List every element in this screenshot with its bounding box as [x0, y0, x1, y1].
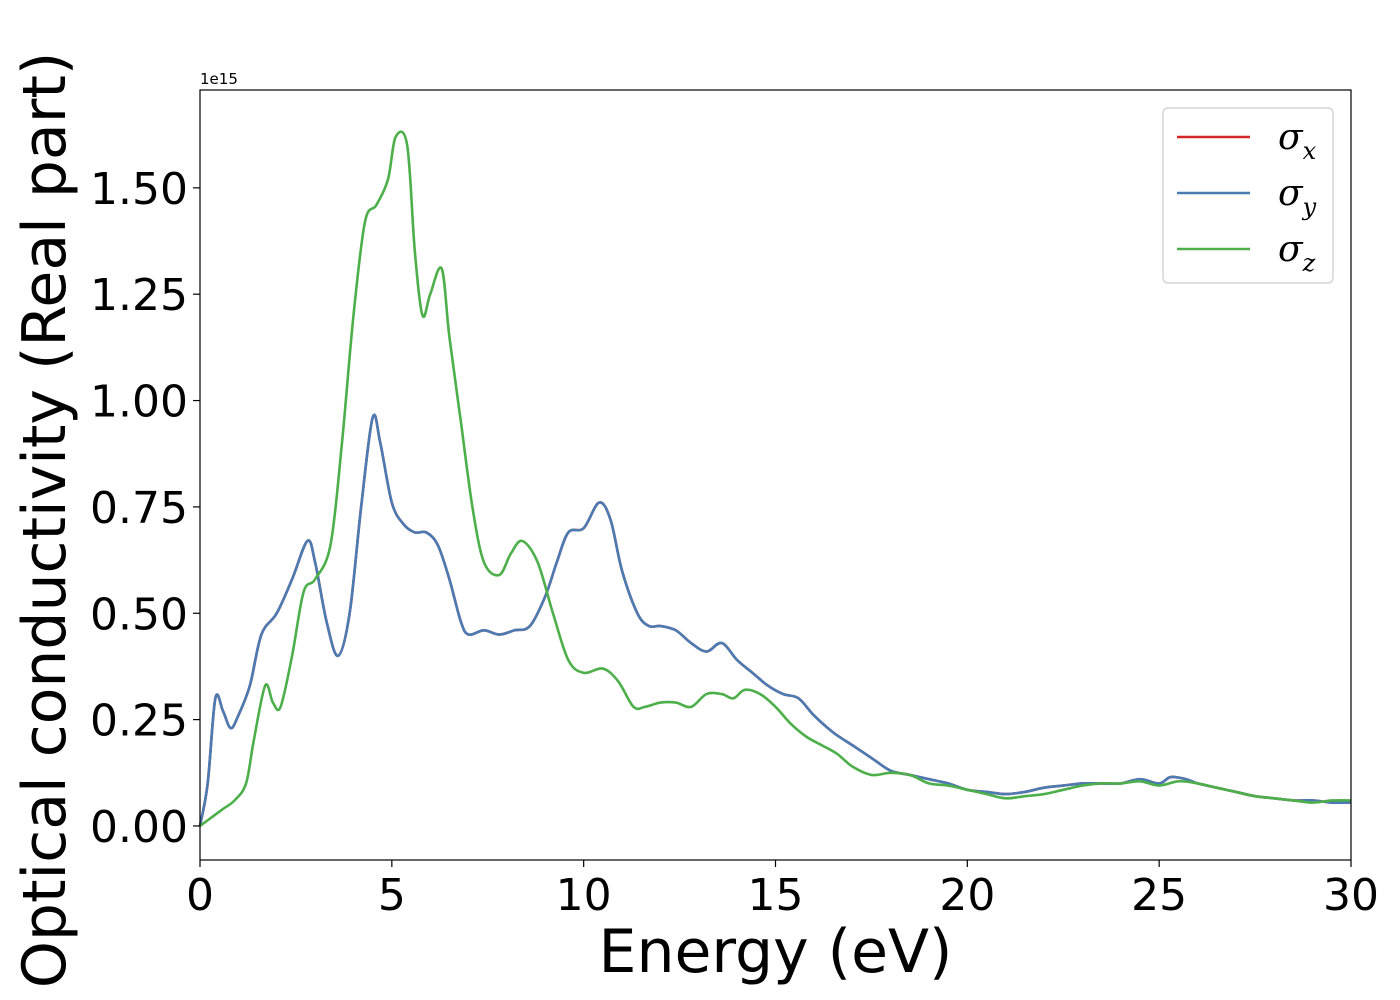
series-layer — [198, 130, 1352, 828]
x-tick-label: 15 — [748, 870, 804, 921]
y-tick-label: 0.25 — [90, 696, 188, 747]
legend: σx σy σz — [1162, 107, 1334, 284]
y-tick-label: 0.75 — [90, 483, 188, 534]
y-tick-label: 0.00 — [90, 802, 188, 853]
legend-label-x: σx — [1278, 117, 1317, 165]
y-axis: 0.00 0.25 0.50 0.75 1.00 1.25 1.50 — [90, 164, 200, 853]
y-tick-label: 1.50 — [90, 164, 188, 215]
legend-label-z: σz — [1278, 229, 1316, 277]
series-line-y — [198, 413, 1352, 827]
x-axis-label: Energy (eV) — [599, 917, 953, 987]
legend-box — [1162, 107, 1334, 284]
x-tick-label: 25 — [1131, 870, 1187, 921]
y-tick-label: 1.00 — [90, 377, 188, 428]
series-line-x — [198, 413, 1352, 827]
y-tick-label: 1.25 — [90, 270, 188, 321]
legend-label-y: σy — [1278, 173, 1317, 221]
series-line-z — [199, 130, 1352, 828]
x-tick-label: 10 — [556, 870, 612, 921]
x-tick-label: 30 — [1323, 870, 1379, 921]
x-tick-label: 5 — [378, 870, 406, 921]
y-offset-label: 1e15 — [200, 70, 238, 88]
y-tick-label: 0.50 — [90, 589, 188, 640]
x-tick-label: 0 — [186, 870, 214, 921]
x-tick-label: 20 — [939, 870, 995, 921]
x-axis: 0 5 10 15 20 25 30 — [186, 860, 1379, 921]
y-axis-label: Optical conductivity (Real part) — [10, 52, 80, 989]
